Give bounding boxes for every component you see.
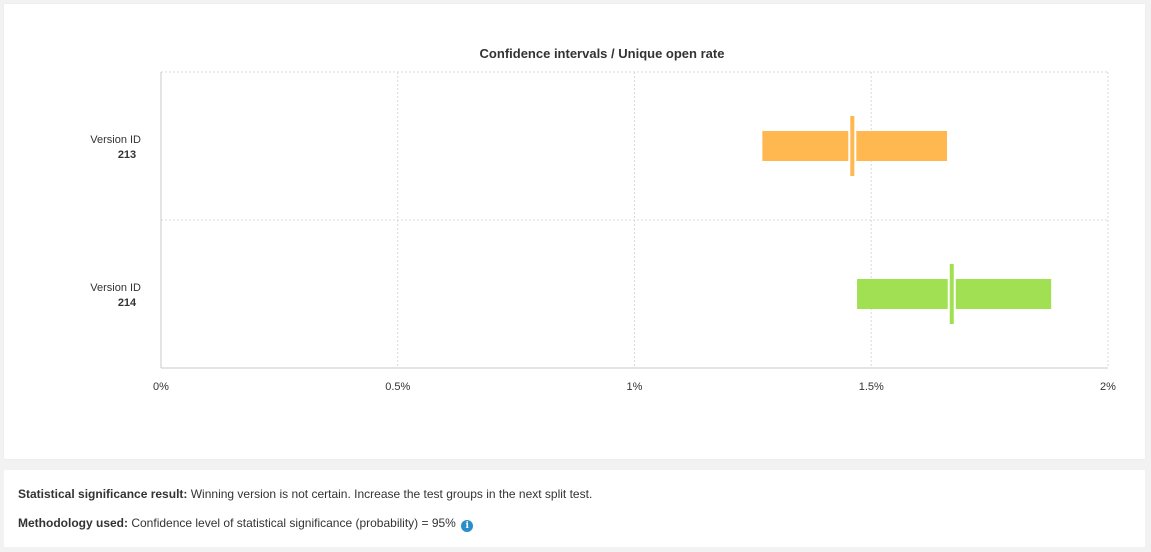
significance-label: Statistical significance result: — [18, 487, 188, 501]
axis-layer — [160, 72, 1108, 369]
methodology-label: Methodology used: — [18, 516, 128, 530]
info-circle-icon[interactable]: i — [461, 520, 474, 532]
x-tick-label: 1.5% — [859, 381, 884, 393]
x-tick-label: 1% — [627, 381, 643, 393]
category-id: 213 — [118, 149, 136, 161]
category-label: Version ID — [90, 282, 141, 294]
point-estimate-marker — [949, 264, 954, 324]
methodology-text: Confidence level of statistical signific… — [131, 516, 456, 530]
x-tick-label: 0.5% — [385, 381, 410, 393]
grid-layer — [161, 71, 1109, 368]
significance-line: Statistical significance result: Winning… — [18, 487, 592, 501]
methodology-line: Methodology used: Confidence level of st… — [18, 516, 474, 532]
labels-layer: 0% 0.5% 1% 1.5% 2% Version ID 213 Version ID 214 — [90, 134, 1116, 393]
point-estimate-marker — [850, 116, 855, 176]
info-panel: Statistical significance result: Winning… — [4, 470, 1145, 547]
x-tick-label: 0% — [153, 381, 169, 393]
significance-text: Winning version is not certain. Increase… — [190, 487, 593, 501]
chart-panel: Confidence intervals / Unique open rate … — [4, 4, 1145, 459]
confidence-interval-chart: Confidence intervals / Unique open rate … — [90, 46, 1116, 393]
chart-title: Confidence intervals / Unique open rate — [480, 46, 725, 61]
bars-layer — [762, 116, 1052, 324]
x-tick-label: 2% — [1100, 381, 1116, 393]
category-label: Version ID — [90, 134, 141, 146]
category-id: 214 — [118, 297, 137, 309]
